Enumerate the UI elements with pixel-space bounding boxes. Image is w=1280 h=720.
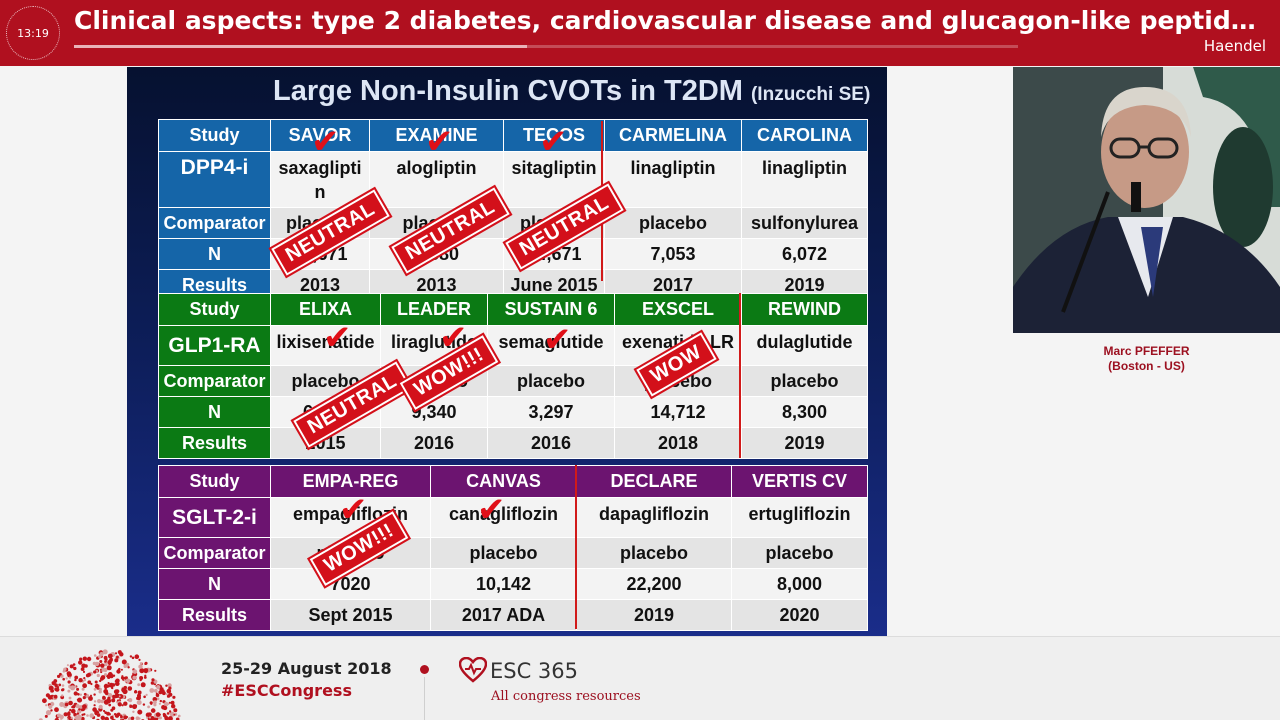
study-cell: DECLARE bbox=[576, 465, 732, 498]
slide-title: Large Non-Insulin CVOTs in T2DM (Inzucch… bbox=[127, 75, 887, 108]
row-label: Results bbox=[158, 427, 271, 459]
results-cell: 2018 bbox=[614, 427, 742, 459]
study-cell: SUSTAIN 6 bbox=[487, 293, 615, 326]
drug-cell: canagliflozin bbox=[430, 497, 577, 538]
n-cell: 14,712 bbox=[614, 396, 742, 428]
presentation-slide: Large Non-Insulin CVOTs in T2DM (Inzucch… bbox=[127, 67, 887, 637]
study-cell: CAROLINA bbox=[741, 119, 868, 152]
divider-line bbox=[575, 465, 577, 629]
esc365-subtitle[interactable]: All congress resources bbox=[491, 689, 641, 704]
row-label: N bbox=[158, 396, 271, 428]
comparator-cell: placebo bbox=[576, 537, 732, 569]
n-cell: 8,000 bbox=[731, 568, 868, 600]
comparator-cell: sulfonylurea bbox=[741, 207, 868, 239]
comparator-cell: placebo bbox=[731, 537, 868, 569]
study-cell: REWIND bbox=[741, 293, 868, 326]
header-cell: Study bbox=[158, 293, 271, 326]
study-cell: VERTIS CV bbox=[731, 465, 868, 498]
speaker-short-name: Haendel bbox=[1203, 37, 1266, 55]
speaker-location: (Boston - US) bbox=[1108, 359, 1185, 373]
separator-dot bbox=[420, 665, 429, 674]
check-icon: ✔ bbox=[311, 122, 340, 162]
divider-line bbox=[739, 293, 741, 458]
drug-cell: ertugliflozin bbox=[731, 497, 868, 538]
drug-cell: linagliptin bbox=[604, 151, 742, 208]
footer-bar: 25-29 August 2018 #ESCCongress ESC 365 A… bbox=[0, 636, 1280, 720]
slide-title-sub: (Inzucchi SE) bbox=[750, 84, 871, 105]
congress-hashtag[interactable]: #ESCCongress bbox=[221, 681, 352, 700]
results-cell: 2017 ADA bbox=[430, 599, 577, 631]
row-label: Comparator bbox=[158, 537, 271, 569]
results-cell: 2019 bbox=[576, 599, 732, 631]
study-cell: LEADER bbox=[380, 293, 488, 326]
class-label: DPP4-i bbox=[158, 151, 271, 208]
progress-fill bbox=[74, 45, 528, 48]
drug-cell: dulaglutide bbox=[741, 325, 868, 366]
progress-bar[interactable] bbox=[74, 45, 1018, 48]
n-cell: 7020 bbox=[270, 568, 431, 600]
n-cell: 9,340 bbox=[380, 396, 488, 428]
results-cell: 2016 bbox=[487, 427, 615, 459]
drug-cell: saxaglipti n bbox=[270, 151, 370, 208]
class-label: GLP1-RA bbox=[158, 325, 271, 366]
results-cell: 2016 bbox=[380, 427, 488, 459]
check-icon: ✔ bbox=[323, 318, 352, 358]
esc-congress-globe-logo bbox=[38, 649, 181, 720]
comparator-cell: placebo bbox=[741, 365, 868, 397]
n-cell: 3,297 bbox=[487, 396, 615, 428]
study-cell: CANVAS bbox=[430, 465, 577, 498]
results-cell: 2019 bbox=[741, 427, 868, 459]
n-cell: 7,053 bbox=[604, 238, 742, 270]
comparator-cell: placebo bbox=[430, 537, 577, 569]
row-label: Comparator bbox=[158, 365, 271, 397]
n-cell: 6,072 bbox=[741, 238, 868, 270]
header-bar: 13:19 Clinical aspects: type 2 diabetes,… bbox=[0, 0, 1280, 66]
timer-badge: 13:19 bbox=[6, 6, 60, 60]
row-label: Results bbox=[158, 599, 271, 631]
check-icon: ✔ bbox=[539, 122, 568, 162]
row-label: N bbox=[158, 568, 271, 600]
comparator-cell: placebo bbox=[604, 207, 742, 239]
n-cell: 22,200 bbox=[576, 568, 732, 600]
header-cell: Study bbox=[158, 119, 271, 152]
session-title: Clinical aspects: type 2 diabetes, cardi… bbox=[74, 6, 1270, 35]
drug-cell: dapagliflozin bbox=[576, 497, 732, 538]
speaker-video bbox=[1013, 67, 1280, 333]
check-icon: ✔ bbox=[425, 122, 454, 162]
drug-cell: semaglutide bbox=[487, 325, 615, 366]
speaker-name: Marc PFEFFER bbox=[1103, 344, 1190, 358]
esc365-logo-text[interactable]: ESC 365 bbox=[490, 659, 579, 683]
dpp4-table: Study SAVOR EXAMINE TECOS CARMELINA CARO… bbox=[158, 119, 868, 301]
n-cell: 8,300 bbox=[741, 396, 868, 428]
speaker-photo bbox=[1013, 67, 1280, 333]
drug-cell: liraglutide bbox=[380, 325, 488, 366]
class-label: SGLT-2-i bbox=[158, 497, 271, 538]
results-cell: Sept 2015 bbox=[270, 599, 431, 631]
study-cell: EXSCEL bbox=[614, 293, 742, 326]
study-cell: EMPA-REG bbox=[270, 465, 431, 498]
sglt2-table: Study EMPA-REG CANVAS DECLARE VERTIS CV … bbox=[158, 465, 868, 631]
separator-line bbox=[424, 677, 425, 720]
comparator-cell: placebo bbox=[487, 365, 615, 397]
slide-title-main: Large Non-Insulin CVOTs in T2DM bbox=[273, 75, 743, 107]
study-cell: SAVOR bbox=[270, 119, 370, 152]
congress-dates: 25-29 August 2018 bbox=[221, 659, 392, 678]
row-label: N bbox=[158, 238, 271, 270]
drug-cell: lixisenatide bbox=[270, 325, 381, 366]
glp1-table: Study ELIXA LEADER SUSTAIN 6 EXSCEL REWI… bbox=[158, 293, 868, 459]
heart-icon bbox=[459, 657, 487, 683]
speaker-caption: Marc PFEFFER (Boston - US) bbox=[1013, 344, 1280, 374]
check-icon: ✔ bbox=[339, 490, 368, 530]
study-cell: ELIXA bbox=[270, 293, 381, 326]
n-cell: 10,142 bbox=[430, 568, 577, 600]
study-cell: CARMELINA bbox=[604, 119, 742, 152]
header-cell: Study bbox=[158, 465, 271, 498]
drug-cell: linagliptin bbox=[741, 151, 868, 208]
row-label: Comparator bbox=[158, 207, 271, 239]
check-icon: ✔ bbox=[477, 490, 506, 530]
results-cell: 2020 bbox=[731, 599, 868, 631]
check-icon: ✔ bbox=[543, 320, 572, 360]
